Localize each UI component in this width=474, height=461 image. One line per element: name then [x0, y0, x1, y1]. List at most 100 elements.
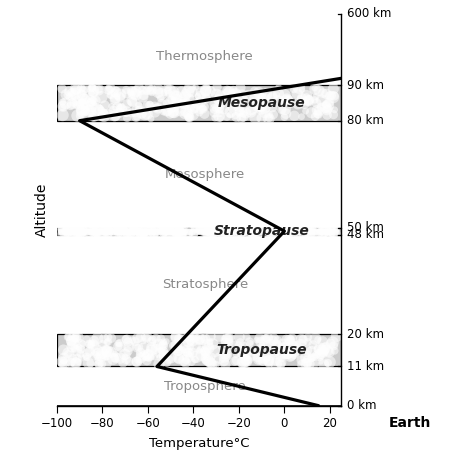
Point — [241, 227, 248, 235]
Point — [103, 339, 111, 346]
Point — [221, 353, 228, 361]
Point — [99, 341, 106, 348]
Point — [189, 349, 196, 356]
Point — [95, 230, 102, 237]
Point — [280, 344, 288, 351]
Point — [143, 357, 151, 364]
Point — [239, 109, 247, 116]
Point — [258, 93, 265, 100]
Point — [241, 95, 248, 103]
Point — [129, 98, 137, 106]
Point — [261, 109, 268, 116]
Point — [320, 361, 328, 368]
Point — [58, 85, 66, 92]
Point — [67, 359, 74, 366]
Point — [283, 95, 291, 102]
Point — [258, 225, 266, 232]
Point — [133, 358, 141, 366]
Point — [290, 225, 298, 232]
Point — [120, 230, 128, 237]
Point — [308, 348, 316, 355]
Point — [75, 229, 82, 236]
Point — [160, 341, 167, 348]
Point — [168, 96, 175, 104]
Point — [105, 87, 113, 94]
Point — [294, 225, 302, 232]
Point — [70, 91, 78, 98]
Point — [156, 226, 164, 234]
Point — [313, 106, 321, 114]
Point — [109, 226, 117, 234]
Point — [102, 346, 109, 354]
Point — [309, 229, 317, 236]
Point — [84, 360, 92, 367]
Point — [324, 102, 332, 109]
Point — [250, 230, 257, 237]
Point — [175, 226, 183, 234]
Point — [179, 333, 187, 341]
Point — [226, 225, 234, 232]
Point — [197, 89, 205, 96]
Point — [237, 114, 245, 122]
Point — [167, 105, 175, 112]
Point — [320, 346, 328, 354]
Point — [214, 228, 221, 236]
Point — [60, 346, 67, 354]
Point — [172, 334, 180, 341]
Point — [310, 227, 318, 234]
Point — [77, 355, 85, 362]
Point — [159, 225, 166, 233]
Point — [174, 100, 182, 108]
Bar — [57, 334, 341, 366]
Point — [232, 90, 240, 97]
Point — [311, 85, 319, 93]
Point — [287, 100, 294, 107]
Point — [168, 229, 175, 236]
Point — [298, 336, 305, 343]
Point — [202, 95, 210, 102]
Point — [59, 112, 66, 119]
Point — [72, 86, 80, 94]
Point — [231, 341, 238, 349]
Point — [202, 354, 210, 361]
Point — [318, 350, 326, 357]
Point — [276, 230, 283, 237]
Point — [226, 345, 233, 352]
Point — [120, 225, 128, 233]
Point — [98, 229, 106, 236]
Point — [271, 229, 278, 236]
Point — [314, 230, 322, 237]
Point — [289, 335, 296, 342]
Point — [171, 92, 178, 99]
Point — [304, 229, 311, 236]
Point — [271, 351, 279, 358]
Point — [147, 227, 155, 234]
Point — [108, 91, 115, 98]
Point — [299, 361, 307, 369]
Point — [64, 225, 71, 232]
Point — [123, 230, 131, 238]
Point — [138, 230, 146, 237]
Point — [164, 87, 172, 94]
Point — [255, 355, 263, 363]
Point — [116, 225, 124, 233]
Point — [64, 350, 72, 357]
Point — [185, 114, 193, 122]
Point — [278, 225, 285, 232]
Point — [115, 226, 122, 234]
Point — [239, 343, 246, 350]
Point — [229, 228, 237, 236]
Point — [195, 109, 203, 116]
Point — [300, 228, 308, 235]
Point — [82, 107, 90, 114]
Point — [286, 337, 293, 344]
Point — [162, 225, 170, 233]
Point — [298, 99, 305, 106]
Point — [223, 87, 231, 94]
Point — [213, 225, 221, 232]
Point — [328, 226, 336, 234]
Point — [105, 86, 112, 94]
Point — [255, 103, 262, 110]
Point — [152, 335, 160, 342]
Point — [219, 98, 226, 106]
